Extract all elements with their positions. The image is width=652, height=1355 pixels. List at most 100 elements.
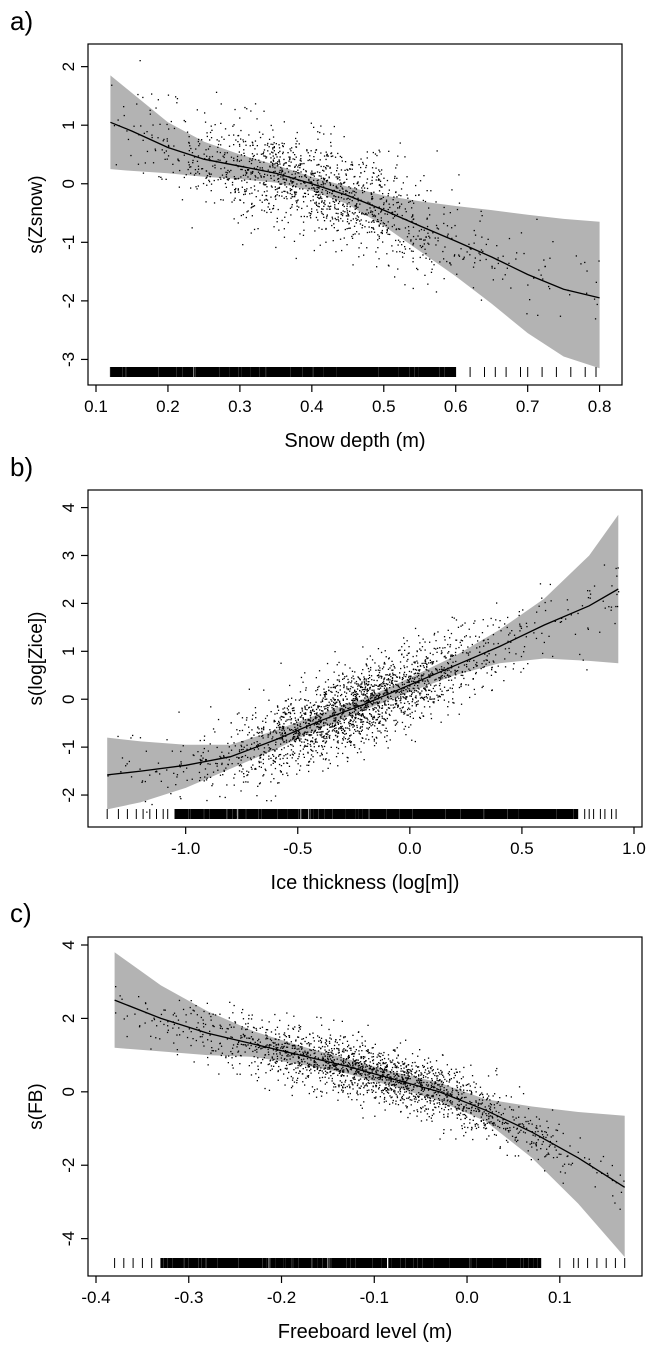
data-point [355,718,356,719]
data-point [273,155,274,156]
data-point [481,663,482,664]
data-point [299,176,300,177]
data-point [280,170,281,171]
data-point [339,681,340,682]
data-point [340,723,341,724]
data-point [219,796,220,797]
data-point [314,176,315,177]
data-point [223,178,224,179]
data-point [213,728,214,729]
data-point [299,167,300,168]
data-point [229,178,230,179]
data-point [366,214,367,215]
data-point [263,183,264,184]
data-point [382,668,383,669]
data-point [245,175,246,176]
data-point [448,701,449,702]
data-point [316,205,317,206]
data-point [388,151,389,152]
data-point [300,765,301,766]
data-point [282,716,283,717]
data-point [416,661,417,662]
data-point [244,155,245,156]
data-point [406,176,407,177]
data-point [413,258,414,259]
data-point [366,665,367,666]
data-point [310,717,311,718]
data-point [343,191,344,192]
data-point [365,705,366,706]
data-point [347,191,348,192]
data-point [175,784,176,785]
data-point [384,663,385,664]
data-point [481,300,482,301]
data-point [269,209,270,210]
data-point [377,730,378,731]
data-point [338,748,339,749]
data-point [210,176,211,177]
data-point [390,696,391,697]
data-point [457,670,458,671]
data-point [464,622,465,623]
data-point [423,200,424,201]
data-point [278,725,279,726]
data-point [114,125,115,126]
data-point [381,683,382,684]
data-point [526,313,527,314]
data-point [268,206,269,207]
data-point [334,202,335,203]
data-point [333,201,334,202]
data-point [413,718,414,719]
data-point [287,168,288,169]
data-point [424,230,425,231]
data-point [404,643,405,644]
data-point [282,176,283,177]
data-point [393,686,394,687]
data-point [367,658,368,659]
data-point [184,155,185,156]
data-point [428,681,429,682]
data-point [356,725,357,726]
data-point [428,694,429,695]
data-point [386,232,387,233]
data-point [484,666,485,667]
data-point [172,751,173,752]
data-point [365,709,366,710]
data-point [290,208,291,209]
data-point [186,768,187,769]
data-point [467,251,468,252]
data-point [421,229,422,230]
data-point [300,750,301,751]
data-point [252,715,253,716]
data-point [371,684,372,685]
data-point [278,756,279,757]
data-point [400,696,401,697]
data-point [466,664,467,665]
data-point [299,233,300,234]
data-point [435,679,436,680]
data-point [372,736,373,737]
data-point [313,196,314,197]
data-point [462,675,463,676]
data-point [173,773,174,774]
data-point [418,691,419,692]
data-point [290,704,291,705]
data-point [210,132,211,133]
data-point [351,236,352,237]
data-point [296,183,297,184]
data-point [288,161,289,162]
data-point [539,606,540,607]
data-point [381,698,382,699]
data-point [312,174,313,175]
data-point [393,664,394,665]
data-point [444,700,445,701]
data-point [356,699,357,700]
data-point [456,236,457,237]
data-point [162,149,163,150]
data-point [374,684,375,685]
data-point [247,781,248,782]
data-point [395,675,396,676]
data-point [256,196,257,197]
data-point [246,211,247,212]
data-point [380,688,381,689]
